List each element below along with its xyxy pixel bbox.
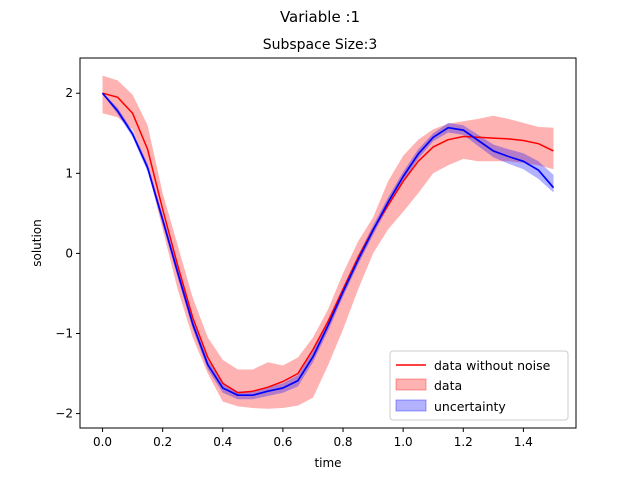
legend-label-data-without-noise: data without noise [434,358,551,373]
y-axis: −2 −1 0 1 2 [55,86,80,421]
band-data [102,75,554,409]
y-axis-label: solution [30,219,44,267]
x-tick-label: 0.8 [333,435,352,449]
y-tick-label: −1 [55,326,73,340]
legend-frame [389,350,569,421]
legend-swatch-data [395,378,427,391]
x-tick-label: 0.6 [273,435,292,449]
line-mean-estimate [101,92,555,397]
y-tick-label: −2 [55,407,73,421]
x-axis-label: time [314,456,341,470]
y-tick-label: 2 [65,86,73,100]
legend-label-uncertainty: uncertainty [434,399,506,414]
line-data-without-noise [102,92,554,394]
x-tick-label: 1.0 [394,435,413,449]
x-tick-label: 1.4 [514,435,533,449]
x-tick-label: 0.2 [153,435,172,449]
legend-label-data: data [434,378,462,393]
legend: data without noise data uncertainty [389,350,569,421]
y-tick-label: 1 [65,166,73,180]
figure-suptitle: Variable :1 [280,8,360,26]
x-tick-label: 0.0 [93,435,112,449]
legend-swatch-uncertainty [395,399,427,412]
x-tick-label: 0.4 [213,435,232,449]
plot-area [101,75,555,409]
x-axis: 0.0 0.2 0.4 0.6 0.8 1.0 1.2 1.4 [93,428,533,449]
y-tick-label: 0 [65,246,73,260]
x-tick-label: 1.2 [454,435,473,449]
chart-title: Subspace Size:3 [263,37,378,53]
axes-frame [79,57,577,429]
